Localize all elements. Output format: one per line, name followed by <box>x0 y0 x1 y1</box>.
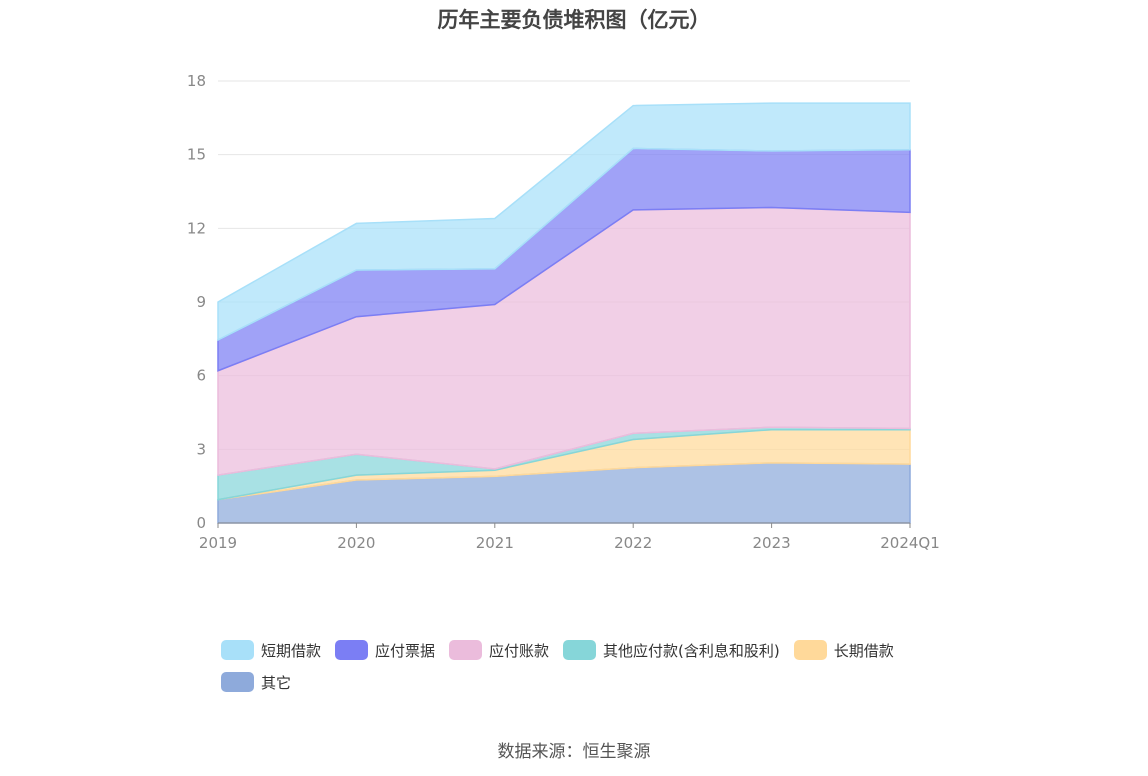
y-tick-label: 12 <box>187 219 206 237</box>
y-tick-label: 0 <box>196 514 206 532</box>
y-tick-label: 15 <box>187 146 206 164</box>
legend-label: 其它 <box>261 673 292 692</box>
legend-item[interactable]: 其它 <box>221 672 291 692</box>
legend-item[interactable]: 短期借款 <box>221 640 321 660</box>
legend-label: 应付账款 <box>489 641 550 660</box>
source-note: 数据来源：恒生聚源 <box>497 742 651 762</box>
legend-label: 长期借款 <box>833 641 894 660</box>
legend-item[interactable]: 应付票据 <box>335 640 435 660</box>
x-tick-label-2022: 2022 <box>614 534 652 552</box>
x-tick-label-2024q1: 2024Q1 <box>880 534 940 552</box>
y-tick-label: 3 <box>196 440 206 458</box>
legend-item[interactable]: 应付账款 <box>449 640 549 660</box>
legend-label: 应付票据 <box>375 641 436 660</box>
x-tick-label-2023: 2023 <box>753 534 791 552</box>
legend-label: 其他应付款(含利息和股利) <box>603 641 780 660</box>
x-tick-label-2019: 2019 <box>199 534 237 552</box>
chart-title: 历年主要负债堆积图（亿元） <box>437 8 711 32</box>
legend-item[interactable]: 长期借款 <box>793 640 894 660</box>
legend-label: 短期借款 <box>261 641 322 660</box>
legend-swatch <box>563 640 597 660</box>
area-series-5[interactable] <box>217 102 911 342</box>
legend-swatch <box>793 640 827 660</box>
legend-swatch <box>449 640 483 660</box>
legend: 短期借款 应付票据 应付账款 其他应付款(含利息和股利) 长期借款其它 <box>221 640 981 692</box>
y-tick-label: 6 <box>196 367 206 385</box>
legend-swatch <box>221 640 254 660</box>
axes: 0 3 6 9 12 15 18 2019 2020 2021 2022 2023 2024Q1 <box>187 72 940 552</box>
area-series-layer <box>217 102 911 524</box>
legend-item[interactable]: 其他应付款(含利息和股利) <box>563 640 780 660</box>
x-tick-label-2020: 2020 <box>337 534 375 552</box>
legend-swatch <box>221 672 254 692</box>
x-tick-label-2021: 2021 <box>476 534 514 552</box>
y-tick-label: 9 <box>196 293 206 311</box>
legend-swatch <box>335 640 369 660</box>
y-tick-label: 18 <box>187 72 206 90</box>
